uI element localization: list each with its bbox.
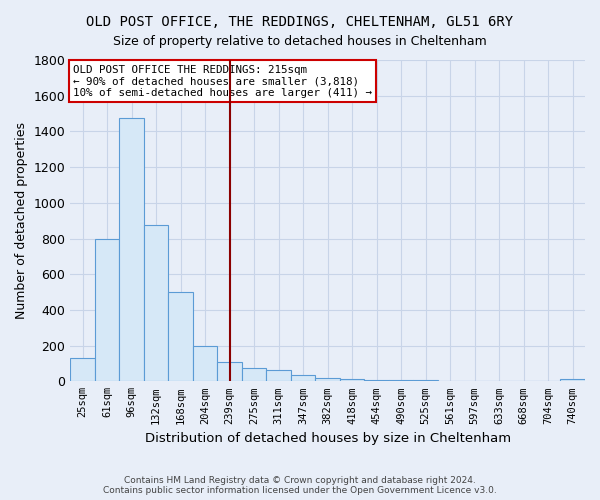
Bar xyxy=(70,358,95,382)
Text: OLD POST OFFICE, THE REDDINGS, CHELTENHAM, GL51 6RY: OLD POST OFFICE, THE REDDINGS, CHELTENHA… xyxy=(86,15,514,29)
Bar xyxy=(291,375,316,382)
Bar xyxy=(316,378,340,382)
Bar xyxy=(364,380,389,382)
Bar xyxy=(95,238,119,382)
Bar xyxy=(340,378,364,382)
Bar xyxy=(193,346,217,382)
Bar xyxy=(242,368,266,382)
Bar xyxy=(119,118,144,382)
Bar xyxy=(463,381,487,382)
Bar xyxy=(217,362,242,382)
X-axis label: Distribution of detached houses by size in Cheltenham: Distribution of detached houses by size … xyxy=(145,432,511,445)
Text: Size of property relative to detached houses in Cheltenham: Size of property relative to detached ho… xyxy=(113,35,487,48)
Text: OLD POST OFFICE THE REDDINGS: 215sqm
← 90% of detached houses are smaller (3,818: OLD POST OFFICE THE REDDINGS: 215sqm ← 9… xyxy=(73,65,372,98)
Bar xyxy=(413,380,438,382)
Bar xyxy=(438,380,463,382)
Y-axis label: Number of detached properties: Number of detached properties xyxy=(15,122,28,319)
Bar xyxy=(144,225,169,382)
Bar xyxy=(560,378,585,382)
Bar xyxy=(169,292,193,382)
Bar xyxy=(389,380,413,382)
Text: Contains HM Land Registry data © Crown copyright and database right 2024.
Contai: Contains HM Land Registry data © Crown c… xyxy=(103,476,497,495)
Bar xyxy=(266,370,291,382)
